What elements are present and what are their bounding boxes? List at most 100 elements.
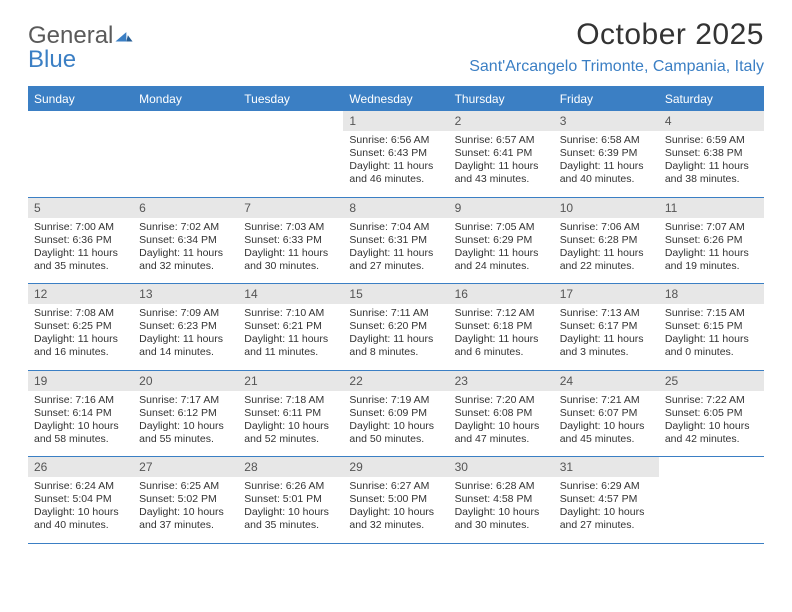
day-number-cell: 31 — [554, 457, 659, 478]
sunset-line: Sunset: 6:07 PM — [560, 407, 653, 420]
day-number-cell: 20 — [133, 370, 238, 391]
sunrise-line: Sunrise: 6:56 AM — [349, 134, 442, 147]
day-body-cell: Sunrise: 7:15 AMSunset: 6:15 PMDaylight:… — [659, 304, 764, 370]
day-number-cell: 9 — [449, 197, 554, 218]
sunset-line: Sunset: 6:41 PM — [455, 147, 548, 160]
sunset-line: Sunset: 6:12 PM — [139, 407, 232, 420]
title-block: October 2025 Sant'Arcangelo Trimonte, Ca… — [469, 18, 764, 76]
daylight-line: Daylight: 10 hours and 58 minutes. — [34, 420, 127, 446]
sunset-line: Sunset: 5:02 PM — [139, 493, 232, 506]
daylight-line: Daylight: 11 hours and 11 minutes. — [244, 333, 337, 359]
sunrise-line: Sunrise: 6:59 AM — [665, 134, 758, 147]
sunrise-line: Sunrise: 6:26 AM — [244, 480, 337, 493]
day-number-cell: 2 — [449, 111, 554, 131]
daylight-line: Daylight: 11 hours and 35 minutes. — [34, 247, 127, 273]
sunset-line: Sunset: 6:34 PM — [139, 234, 232, 247]
weekday-header: Friday — [554, 87, 659, 112]
day-number-cell: 13 — [133, 284, 238, 305]
sunset-line: Sunset: 6:31 PM — [349, 234, 442, 247]
sunset-line: Sunset: 6:17 PM — [560, 320, 653, 333]
sunset-line: Sunset: 6:21 PM — [244, 320, 337, 333]
day-body-cell: Sunrise: 7:07 AMSunset: 6:26 PMDaylight:… — [659, 218, 764, 284]
daylight-line: Daylight: 11 hours and 46 minutes. — [349, 160, 442, 186]
daylight-line: Daylight: 11 hours and 40 minutes. — [560, 160, 653, 186]
daylight-line: Daylight: 11 hours and 24 minutes. — [455, 247, 548, 273]
sunset-line: Sunset: 6:29 PM — [455, 234, 548, 247]
sunrise-line: Sunrise: 7:08 AM — [34, 307, 127, 320]
day-body-cell: Sunrise: 6:58 AMSunset: 6:39 PMDaylight:… — [554, 131, 659, 197]
sunrise-line: Sunrise: 6:28 AM — [455, 480, 548, 493]
day-body-cell: Sunrise: 6:59 AMSunset: 6:38 PMDaylight:… — [659, 131, 764, 197]
day-body-cell: Sunrise: 7:00 AMSunset: 6:36 PMDaylight:… — [28, 218, 133, 284]
page-subtitle: Sant'Arcangelo Trimonte, Campania, Italy — [469, 58, 764, 76]
day-number-cell: 19 — [28, 370, 133, 391]
day-body-cell: Sunrise: 6:25 AMSunset: 5:02 PMDaylight:… — [133, 477, 238, 543]
sunrise-line: Sunrise: 7:02 AM — [139, 221, 232, 234]
day-body-cell: Sunrise: 7:13 AMSunset: 6:17 PMDaylight:… — [554, 304, 659, 370]
sunset-line: Sunset: 6:11 PM — [244, 407, 337, 420]
day-number-row: 262728293031 — [28, 457, 764, 478]
sunset-line: Sunset: 5:04 PM — [34, 493, 127, 506]
weekday-header: Monday — [133, 87, 238, 112]
daylight-line: Daylight: 10 hours and 47 minutes. — [455, 420, 548, 446]
day-body-cell — [133, 131, 238, 197]
sunset-line: Sunset: 4:57 PM — [560, 493, 653, 506]
day-body-cell: Sunrise: 6:29 AMSunset: 4:57 PMDaylight:… — [554, 477, 659, 543]
day-number-cell — [28, 111, 133, 131]
day-number-cell: 12 — [28, 284, 133, 305]
daylight-line: Daylight: 11 hours and 0 minutes. — [665, 333, 758, 359]
sunrise-line: Sunrise: 7:15 AM — [665, 307, 758, 320]
day-body-cell: Sunrise: 7:12 AMSunset: 6:18 PMDaylight:… — [449, 304, 554, 370]
day-body-cell: Sunrise: 6:26 AMSunset: 5:01 PMDaylight:… — [238, 477, 343, 543]
daylight-line: Daylight: 11 hours and 22 minutes. — [560, 247, 653, 273]
day-number-cell: 26 — [28, 457, 133, 478]
sunrise-line: Sunrise: 7:00 AM — [34, 221, 127, 234]
day-number-cell: 25 — [659, 370, 764, 391]
day-body-cell: Sunrise: 7:04 AMSunset: 6:31 PMDaylight:… — [343, 218, 448, 284]
daylight-line: Daylight: 11 hours and 38 minutes. — [665, 160, 758, 186]
day-body-cell — [238, 131, 343, 197]
sunrise-line: Sunrise: 6:57 AM — [455, 134, 548, 147]
header: GeneralBlue October 2025 Sant'Arcangelo … — [28, 18, 764, 76]
calendar-table: Sunday Monday Tuesday Wednesday Thursday… — [28, 86, 764, 544]
daylight-line: Daylight: 11 hours and 8 minutes. — [349, 333, 442, 359]
sunrise-line: Sunrise: 7:06 AM — [560, 221, 653, 234]
daylight-line: Daylight: 10 hours and 27 minutes. — [560, 506, 653, 532]
sunset-line: Sunset: 5:00 PM — [349, 493, 442, 506]
daylight-line: Daylight: 11 hours and 6 minutes. — [455, 333, 548, 359]
day-body-cell: Sunrise: 7:20 AMSunset: 6:08 PMDaylight:… — [449, 391, 554, 457]
sunset-line: Sunset: 5:01 PM — [244, 493, 337, 506]
day-number-cell: 27 — [133, 457, 238, 478]
logo-icon — [114, 24, 134, 48]
day-body-cell: Sunrise: 7:18 AMSunset: 6:11 PMDaylight:… — [238, 391, 343, 457]
day-body-cell: Sunrise: 7:09 AMSunset: 6:23 PMDaylight:… — [133, 304, 238, 370]
day-body-cell: Sunrise: 6:56 AMSunset: 6:43 PMDaylight:… — [343, 131, 448, 197]
day-number-cell: 3 — [554, 111, 659, 131]
day-body-row: Sunrise: 7:08 AMSunset: 6:25 PMDaylight:… — [28, 304, 764, 370]
day-number-cell: 10 — [554, 197, 659, 218]
day-number-cell: 21 — [238, 370, 343, 391]
sunset-line: Sunset: 6:38 PM — [665, 147, 758, 160]
day-number-row: 12131415161718 — [28, 284, 764, 305]
sunset-line: Sunset: 6:36 PM — [34, 234, 127, 247]
day-number-cell: 30 — [449, 457, 554, 478]
sunrise-line: Sunrise: 7:05 AM — [455, 221, 548, 234]
daylight-line: Daylight: 11 hours and 43 minutes. — [455, 160, 548, 186]
day-number-cell: 8 — [343, 197, 448, 218]
day-number-cell: 11 — [659, 197, 764, 218]
day-body-cell: Sunrise: 6:24 AMSunset: 5:04 PMDaylight:… — [28, 477, 133, 543]
daylight-line: Daylight: 11 hours and 30 minutes. — [244, 247, 337, 273]
daylight-line: Daylight: 11 hours and 16 minutes. — [34, 333, 127, 359]
day-number-cell: 22 — [343, 370, 448, 391]
sunrise-line: Sunrise: 7:03 AM — [244, 221, 337, 234]
sunset-line: Sunset: 6:20 PM — [349, 320, 442, 333]
daylight-line: Daylight: 10 hours and 52 minutes. — [244, 420, 337, 446]
daylight-line: Daylight: 11 hours and 19 minutes. — [665, 247, 758, 273]
day-number-cell: 6 — [133, 197, 238, 218]
day-body-row: Sunrise: 7:00 AMSunset: 6:36 PMDaylight:… — [28, 218, 764, 284]
sunset-line: Sunset: 6:39 PM — [560, 147, 653, 160]
sunset-line: Sunset: 6:15 PM — [665, 320, 758, 333]
day-number-cell: 24 — [554, 370, 659, 391]
sunrise-line: Sunrise: 7:09 AM — [139, 307, 232, 320]
sunset-line: Sunset: 6:25 PM — [34, 320, 127, 333]
